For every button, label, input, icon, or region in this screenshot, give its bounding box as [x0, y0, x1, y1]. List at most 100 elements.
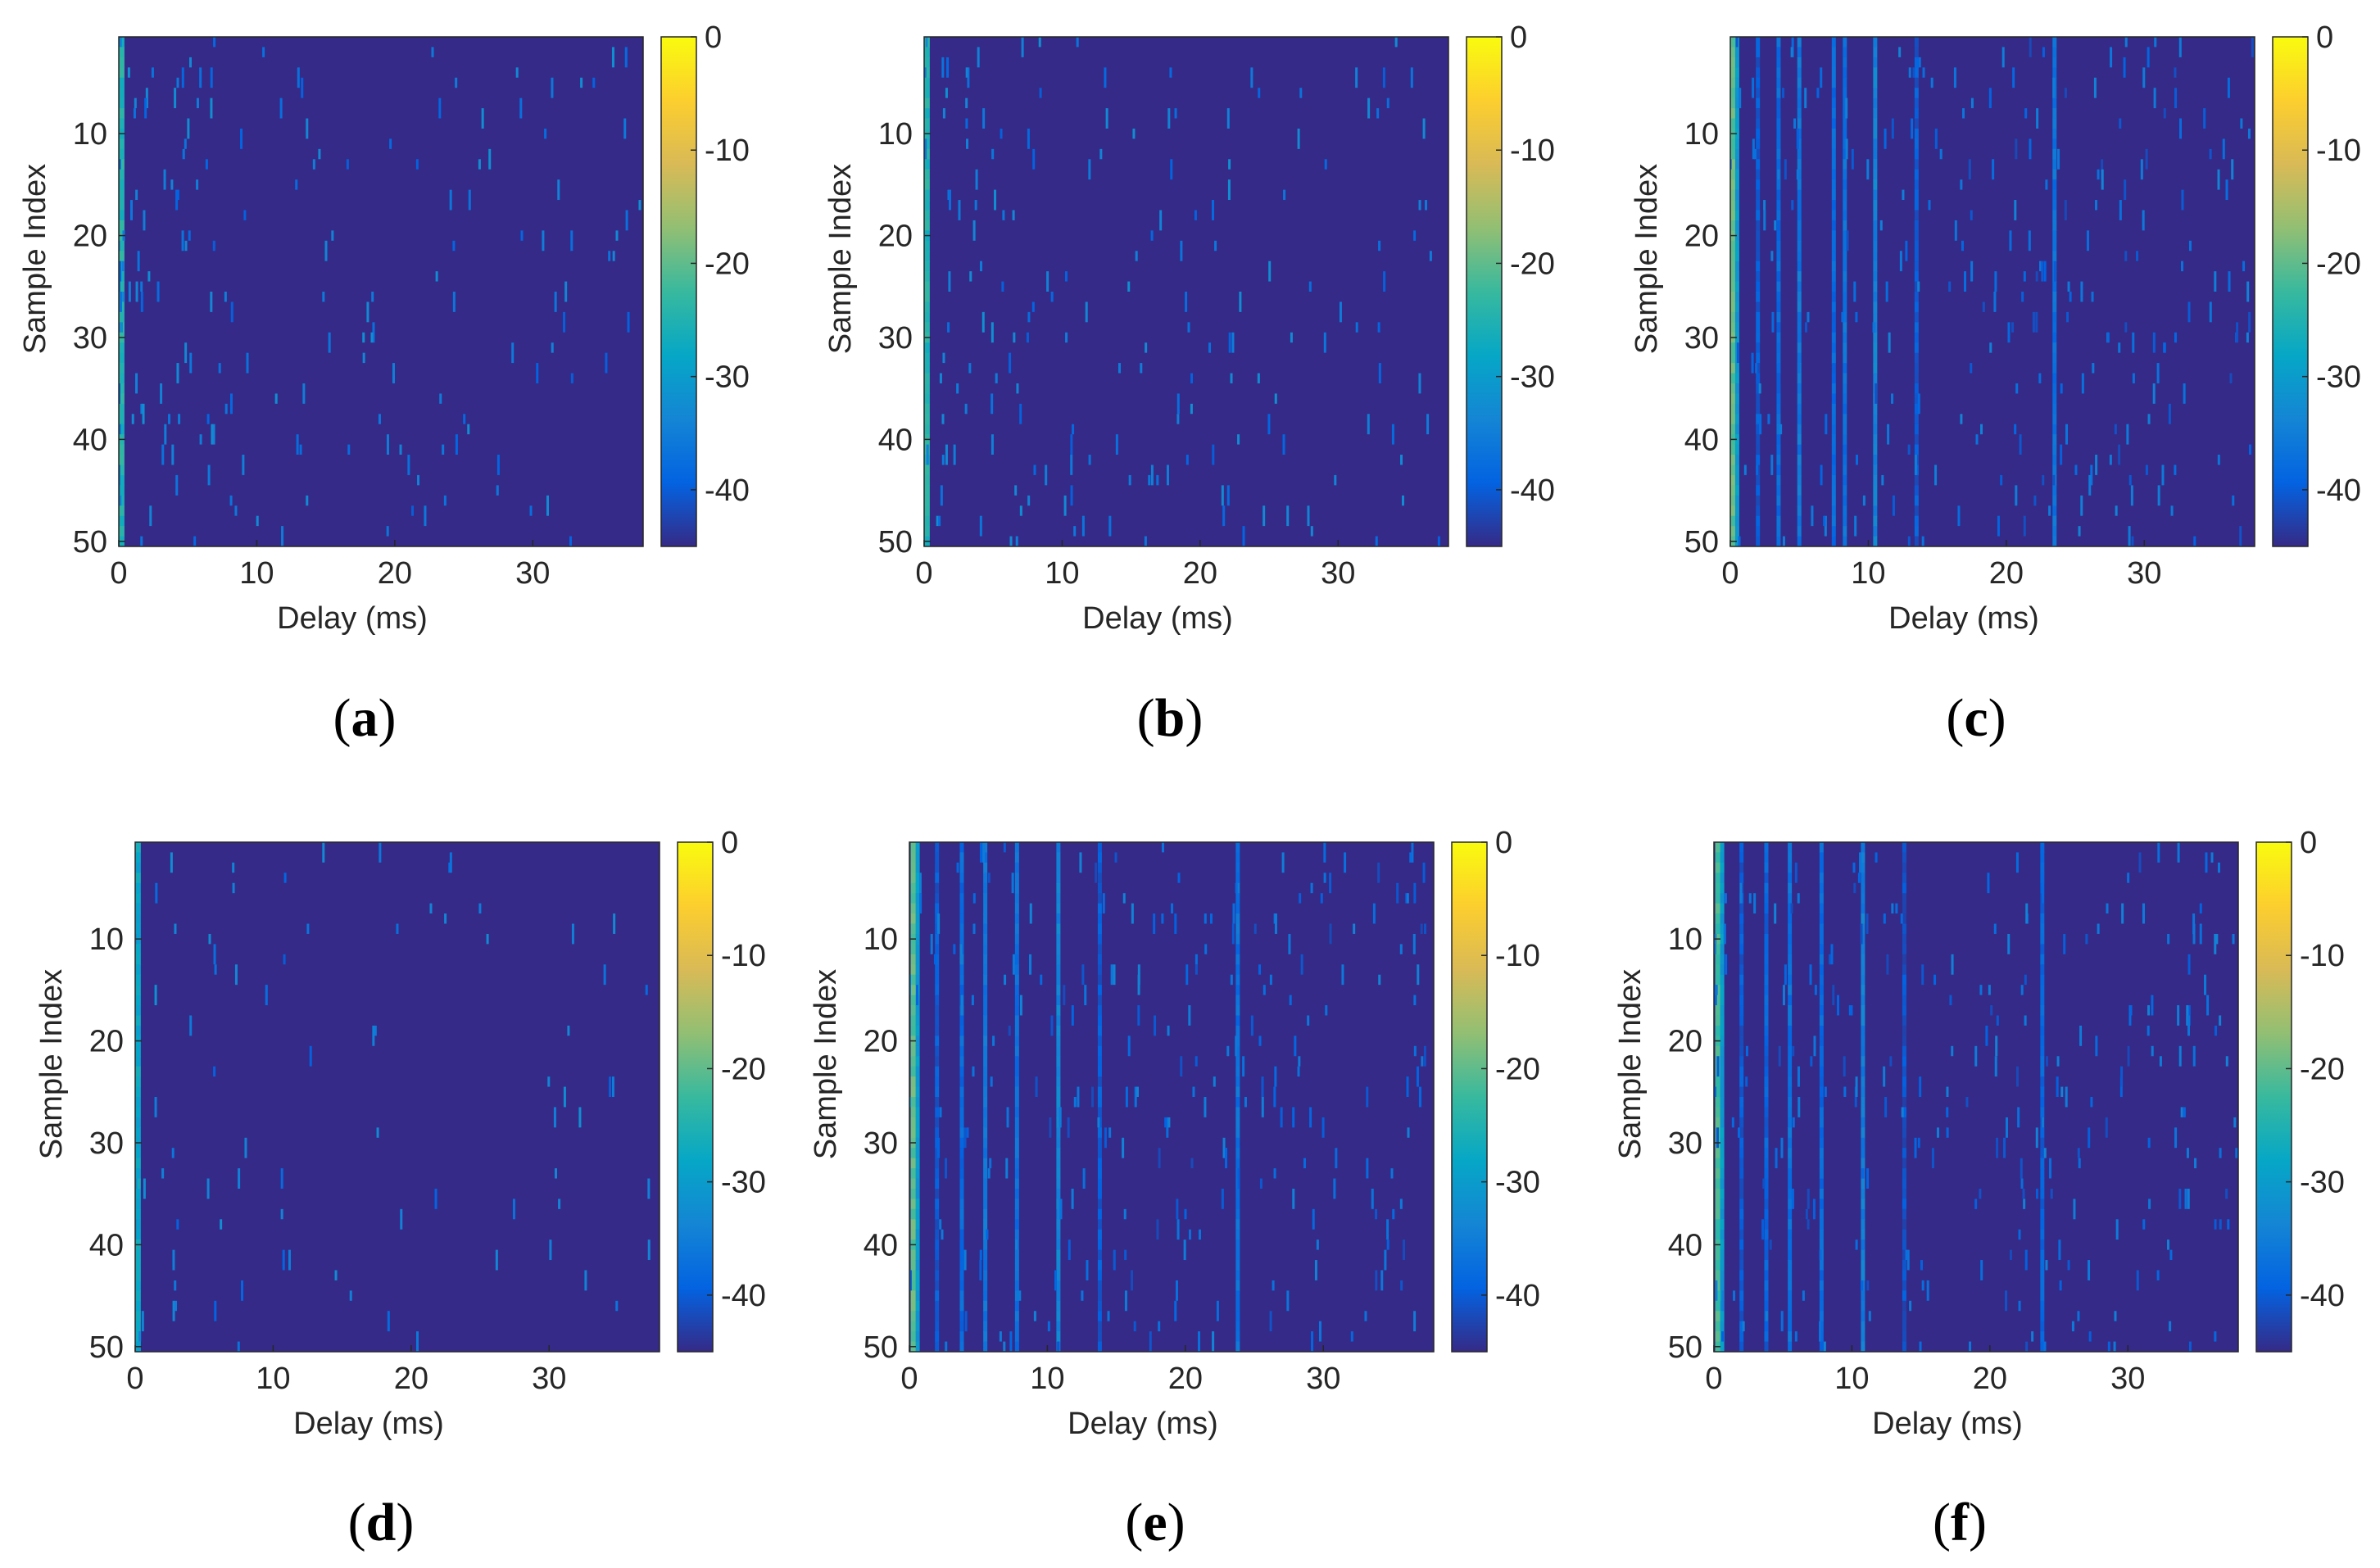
scatter-tap	[2042, 1117, 2045, 1128]
delay-stripe-cell	[1788, 1331, 1793, 1343]
scatter-tap	[1298, 1056, 1301, 1067]
delay-stripe-cell	[1097, 1076, 1102, 1088]
delay-stripe-cell	[1861, 862, 1865, 873]
scatter-tap	[140, 403, 143, 415]
scatter-tap	[1992, 159, 1995, 180]
scatter-tap	[1845, 97, 1848, 119]
scatter-tap	[174, 88, 177, 109]
scatter-tap	[2147, 47, 2150, 68]
scatter-tap	[243, 210, 247, 220]
delay-stripe-cell	[1756, 403, 1761, 415]
scatter-tap	[1059, 1107, 1062, 1128]
delay-stripe-cell	[1097, 1148, 1102, 1159]
y-tick-label: 10	[73, 117, 107, 152]
scatter-tap	[979, 515, 982, 537]
delay-stripe-cell	[2040, 872, 2045, 884]
delay-stripe-cell	[2052, 210, 2057, 221]
delay-stripe-cell	[1788, 923, 1793, 935]
delay-stripe-cell	[983, 1239, 988, 1251]
delay-stripe-cell	[1797, 189, 1802, 201]
scatter-tap	[265, 985, 268, 1006]
x-tick-label: 30	[2127, 556, 2161, 591]
delay-stripe-cell	[983, 1219, 988, 1230]
delay-stripe-cell	[1734, 97, 1739, 109]
scatter-tap	[1170, 159, 1173, 180]
delay-stripe-cell	[2040, 1199, 2045, 1210]
scatter-tap	[1892, 495, 1895, 516]
delay-stripe-cell	[1861, 893, 1865, 904]
scatter-tap	[1736, 342, 1739, 364]
delay-stripe-cell	[1764, 954, 1769, 965]
delay-stripe-cell	[1056, 1097, 1061, 1108]
delay-stripe-cell	[1873, 301, 1878, 313]
scatter-tap	[2042, 474, 2045, 486]
scatter-tap	[2130, 485, 2133, 506]
scatter-tap	[1413, 995, 1417, 1006]
delay-stripe-cell	[959, 1280, 964, 1291]
delay-stripe-cell	[1914, 444, 1919, 455]
delay-stripe-cell	[1235, 1331, 1240, 1343]
scatter-tap	[2106, 903, 2109, 914]
scatter-tap	[1791, 200, 1794, 211]
delay-stripe-cell	[1235, 1229, 1240, 1240]
scatter-tap	[1784, 964, 1787, 986]
scatter-tap	[926, 444, 929, 465]
delay-stripe-cell	[1720, 852, 1725, 863]
scatter-tap	[374, 1025, 377, 1036]
scatter-tap	[1213, 1076, 1216, 1087]
y-tick-label: 20	[1668, 1025, 1702, 1059]
scatter-tap	[1307, 505, 1310, 527]
scatter-tap	[991, 434, 994, 455]
scatter-tap	[288, 1249, 291, 1271]
scatter-tap	[1979, 985, 1983, 995]
scatter-tap	[1081, 964, 1085, 986]
delay-stripe-cell	[1014, 1311, 1019, 1322]
scatter-tap	[2080, 495, 2083, 516]
delay-stripe-cell	[1902, 1015, 1906, 1026]
delay-stripe-cell	[1715, 1321, 1721, 1332]
scatter-tap	[1953, 67, 1956, 88]
delay-stripe-cell	[1734, 118, 1739, 129]
scatter-tap	[366, 301, 369, 323]
delay-stripe-cell	[1764, 1015, 1769, 1026]
delay-stripe-cell	[2052, 414, 2057, 425]
delay-stripe-cell	[983, 842, 988, 853]
scatter-tap	[963, 1127, 967, 1149]
scatter-tap	[176, 363, 179, 383]
scatter-tap	[1421, 1056, 1424, 1067]
delay-stripe-cell	[1715, 913, 1721, 925]
delay-stripe-cell	[2052, 332, 2057, 343]
delay-stripe-cell	[1764, 1056, 1769, 1067]
y-tick-label: 10	[89, 922, 124, 957]
scatter-tap	[1086, 1260, 1089, 1280]
delay-stripe-cell	[1715, 1199, 1721, 1210]
scatter-tap	[2217, 169, 2220, 190]
scatter-tap	[2167, 933, 2170, 945]
scatter-tap	[2093, 77, 2097, 98]
delay-stripe-cell	[2040, 1229, 2045, 1240]
scatter-tap	[1366, 1086, 1369, 1108]
scatter-tap	[971, 995, 974, 1006]
scatter-tap	[2022, 1188, 2025, 1199]
scatter-tap	[2015, 138, 2018, 160]
scatter-tap	[1294, 1036, 1297, 1057]
scatter-tap	[1420, 923, 1423, 934]
delay-stripe-cell	[1819, 1321, 1824, 1332]
scatter-tap	[151, 67, 154, 78]
delay-stripe-cell	[1861, 1199, 1865, 1210]
delay-stripe-cell	[1739, 1005, 1744, 1016]
delay-stripe-cell	[1873, 352, 1878, 364]
scatter-tap	[1190, 373, 1194, 383]
delay-stripe-cell	[1861, 974, 1865, 986]
delay-stripe-cell	[1902, 1168, 1906, 1180]
scatter-tap	[2052, 474, 2056, 486]
scatter-tap	[2042, 882, 2045, 904]
scatter-tap	[1162, 842, 1165, 853]
scatter-tap	[994, 189, 997, 211]
delay-stripe-cell	[1739, 1117, 1744, 1128]
delay-stripe-cell	[1730, 342, 1736, 354]
delay-stripe-cell	[1720, 995, 1725, 1006]
delay-stripe-cell	[1715, 1005, 1721, 1016]
delay-stripe-cell	[1014, 1056, 1019, 1067]
delay-stripe-cell	[1097, 842, 1102, 853]
